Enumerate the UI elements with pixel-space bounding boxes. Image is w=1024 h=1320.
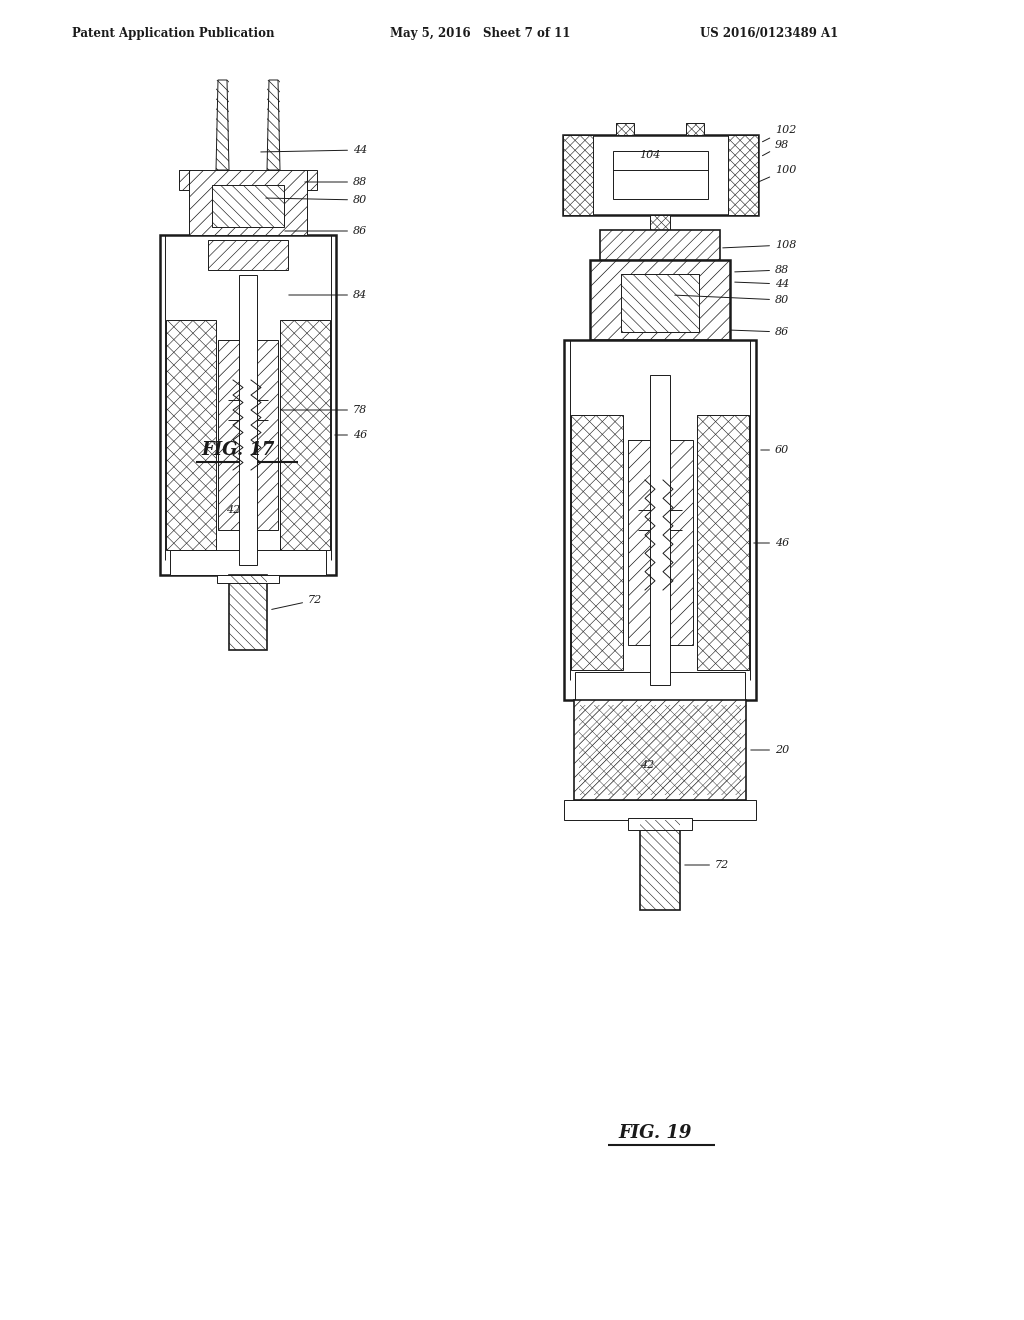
Text: 44: 44 xyxy=(261,145,368,154)
Text: May 5, 2016   Sheet 7 of 11: May 5, 2016 Sheet 7 of 11 xyxy=(390,26,570,40)
Text: 72: 72 xyxy=(271,595,323,610)
Bar xyxy=(166,319,216,550)
Text: 46: 46 xyxy=(335,430,368,440)
Bar xyxy=(575,672,745,700)
Text: US 2016/0123489 A1: US 2016/0123489 A1 xyxy=(700,26,839,40)
Bar xyxy=(208,240,288,271)
Text: 20: 20 xyxy=(751,744,790,755)
Bar xyxy=(571,414,623,671)
Bar xyxy=(179,170,189,190)
Text: 98: 98 xyxy=(763,140,790,156)
Bar xyxy=(218,341,278,531)
Text: Patent Application Publication: Patent Application Publication xyxy=(72,26,274,40)
Bar xyxy=(628,440,693,645)
Bar xyxy=(170,550,326,576)
Polygon shape xyxy=(216,81,229,170)
Bar xyxy=(650,215,670,230)
Bar xyxy=(590,260,730,341)
Text: 88: 88 xyxy=(305,177,368,187)
Bar xyxy=(217,576,279,583)
Text: 84: 84 xyxy=(289,290,368,300)
Text: 42: 42 xyxy=(226,506,241,515)
Text: 108: 108 xyxy=(723,240,797,249)
Bar xyxy=(574,700,746,800)
Bar xyxy=(650,375,670,685)
Bar xyxy=(160,235,336,576)
Text: 72: 72 xyxy=(685,861,729,870)
Text: 86: 86 xyxy=(731,327,790,337)
Bar xyxy=(229,576,267,649)
Bar xyxy=(212,185,284,227)
Bar xyxy=(613,150,708,199)
Bar xyxy=(697,414,749,671)
Bar xyxy=(564,341,756,700)
Text: 80: 80 xyxy=(266,195,368,205)
Text: 86: 86 xyxy=(285,226,368,236)
Bar xyxy=(564,800,756,820)
Bar xyxy=(307,170,317,190)
Bar xyxy=(686,123,705,135)
Bar xyxy=(640,820,680,909)
Bar xyxy=(600,230,720,260)
Text: FIG. 17: FIG. 17 xyxy=(202,441,274,459)
Text: 60: 60 xyxy=(761,445,790,455)
Bar xyxy=(189,170,307,235)
Bar xyxy=(563,135,593,215)
Bar xyxy=(621,275,699,333)
Text: 102: 102 xyxy=(763,125,797,141)
Bar xyxy=(616,123,634,135)
Bar xyxy=(563,135,758,215)
Bar xyxy=(280,319,330,550)
Bar xyxy=(628,818,692,830)
Text: 104: 104 xyxy=(639,150,660,160)
Text: FIG. 19: FIG. 19 xyxy=(618,1125,691,1142)
Bar xyxy=(728,135,758,215)
Text: 88: 88 xyxy=(735,265,790,275)
Polygon shape xyxy=(267,81,280,170)
Text: 78: 78 xyxy=(281,405,368,414)
Text: 44: 44 xyxy=(735,279,790,289)
Text: 80: 80 xyxy=(675,294,790,305)
Text: 100: 100 xyxy=(759,165,797,182)
Bar xyxy=(239,275,257,565)
Text: 46: 46 xyxy=(754,539,790,548)
Text: 42: 42 xyxy=(640,760,654,770)
